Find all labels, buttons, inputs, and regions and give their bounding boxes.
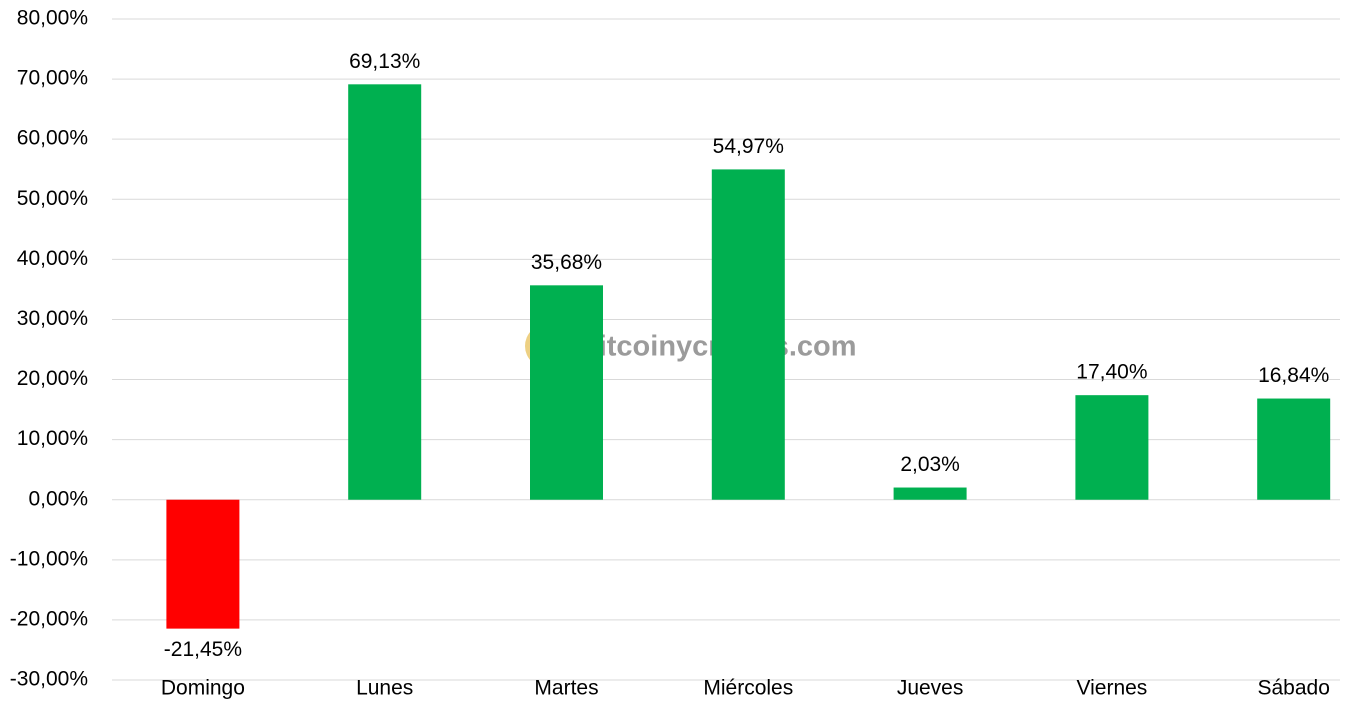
x-tick-label: Viernes	[1076, 677, 1147, 700]
data-label: -21,45%	[164, 638, 242, 661]
x-tick-label: Sábado	[1257, 677, 1329, 700]
bar	[893, 487, 967, 500]
y-tick-label: -10,00%	[10, 547, 88, 570]
data-label: 16,84%	[1258, 364, 1329, 387]
bar	[711, 169, 785, 500]
y-tick-label: 80,00%	[17, 7, 88, 30]
y-tick-label: 50,00%	[17, 187, 88, 210]
data-label: 35,68%	[531, 251, 602, 274]
x-tick-label: Lunes	[356, 677, 413, 700]
data-label: 69,13%	[349, 50, 420, 73]
x-tick-label: Domingo	[161, 677, 245, 700]
data-label: 54,97%	[713, 135, 784, 158]
data-label: 17,40%	[1076, 361, 1147, 384]
bar	[530, 285, 603, 500]
y-tick-label: -30,00%	[10, 668, 88, 691]
y-tick-label: 70,00%	[17, 67, 88, 90]
x-tick-label: Martes	[534, 677, 598, 700]
y-tick-label: 0,00%	[28, 487, 88, 510]
y-tick-label: 20,00%	[17, 367, 88, 390]
y-tick-label: 10,00%	[17, 427, 88, 450]
y-tick-label: 60,00%	[17, 127, 88, 150]
bar	[166, 499, 240, 629]
y-tick-label: 40,00%	[17, 247, 88, 270]
bar	[348, 84, 422, 500]
bar	[1257, 398, 1331, 500]
x-tick-label: Jueves	[897, 677, 964, 700]
data-label: 2,03%	[900, 453, 960, 476]
y-tick-label: -20,00%	[10, 607, 88, 630]
x-tick-label: Miércoles	[703, 677, 793, 700]
bar	[1075, 395, 1149, 500]
y-tick-label: 30,00%	[17, 307, 88, 330]
